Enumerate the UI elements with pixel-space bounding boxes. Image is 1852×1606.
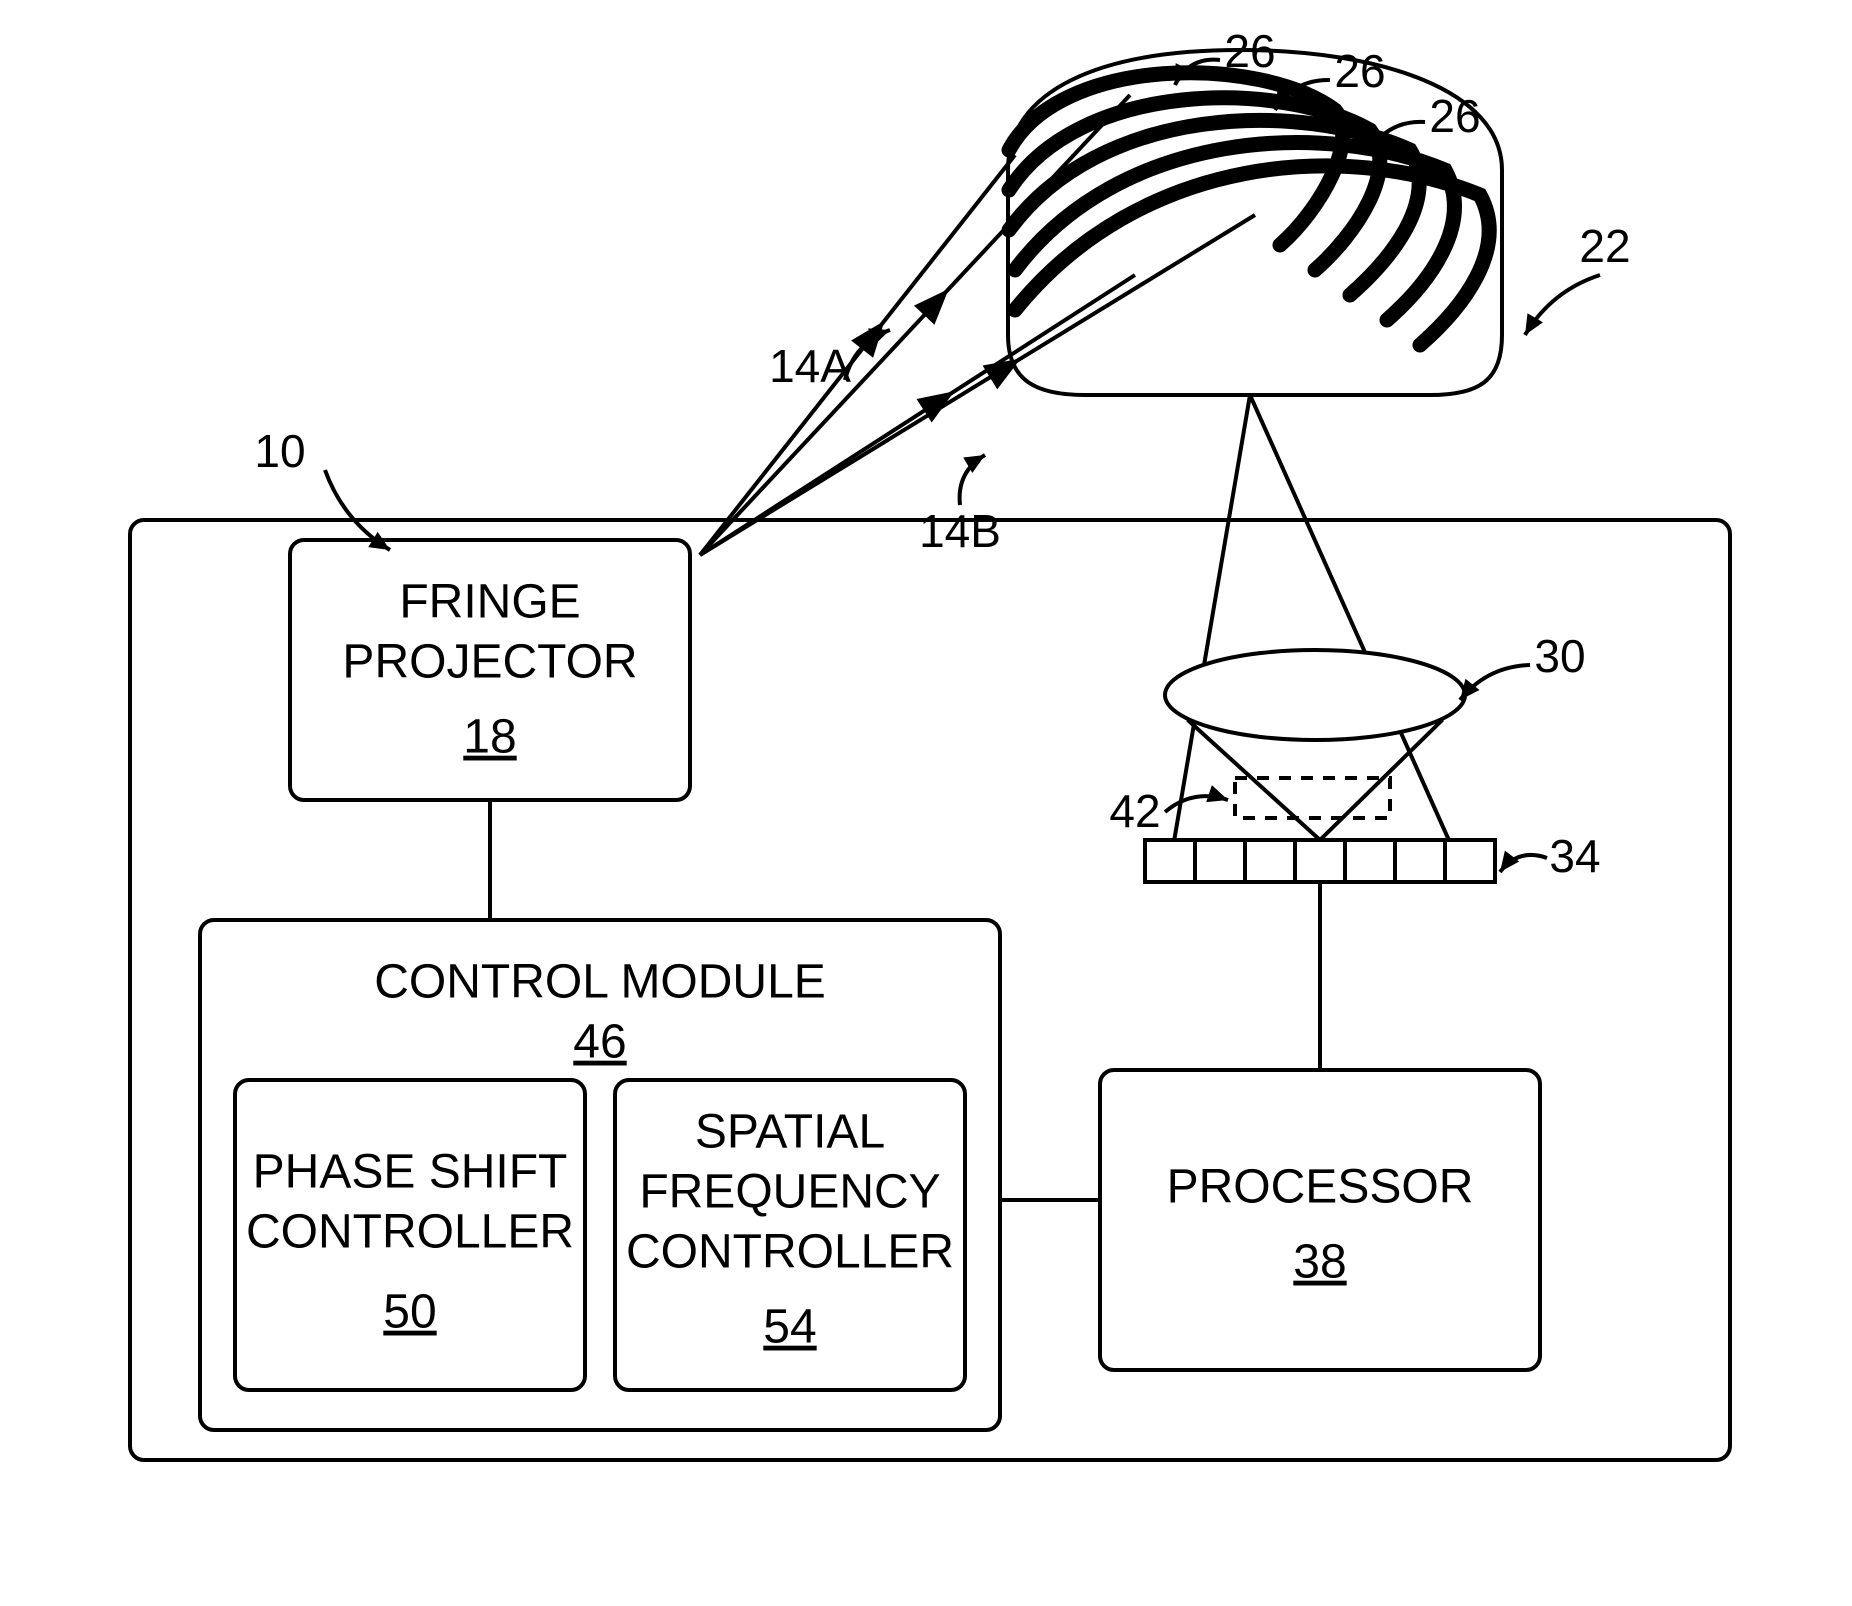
ref-r10-text: 10: [254, 425, 305, 477]
ref-r14B-text: 14B: [919, 505, 1001, 557]
spatial-freq-label: CONTROLLER: [626, 1226, 954, 1279]
detector-34: [1145, 840, 1495, 882]
beam-arrow: [983, 359, 1021, 390]
ref-r30-text: 30: [1534, 630, 1585, 682]
phase-shift-label: CONTROLLER: [246, 1206, 574, 1259]
processor-box: [1100, 1070, 1540, 1370]
processor-label: PROCESSOR: [1167, 1161, 1474, 1214]
beam-1: [700, 95, 1130, 555]
processor-ref: 38: [1293, 1236, 1346, 1289]
spatial-freq-ref: 54: [763, 1301, 816, 1354]
lens-30: [1165, 650, 1465, 740]
ref-r26b-text: 26: [1334, 45, 1385, 97]
ref-r26c-text: 26: [1429, 90, 1480, 142]
ref-r14A-text: 14A: [769, 340, 851, 392]
control-module-label: CONTROL MODULE: [374, 956, 826, 1009]
spatial-freq-label: FREQUENCY: [639, 1166, 940, 1219]
ref-r34-text: 34: [1549, 830, 1600, 882]
spatial-freq-label: SPATIAL: [695, 1106, 885, 1159]
ref-r26a-text: 26: [1224, 25, 1275, 77]
ref-r42-arrow: [1206, 785, 1228, 802]
ref-r42-text: 42: [1109, 785, 1160, 837]
fringe-projector-ref: 18: [463, 711, 516, 764]
phase-shift-ref: 50: [383, 1286, 436, 1339]
ref-r34-arrow: [1500, 851, 1519, 872]
ref-r30-leader: [1460, 665, 1530, 700]
fringe-projector-label: PROJECTOR: [342, 636, 637, 689]
reflect-1: [1250, 395, 1460, 865]
ref-r22-text: 22: [1579, 220, 1630, 272]
control-module-ref: 46: [573, 1016, 626, 1069]
phase-shift-label: PHASE SHIFT: [253, 1146, 568, 1199]
fringe-projector-label: FRINGE: [399, 576, 580, 629]
